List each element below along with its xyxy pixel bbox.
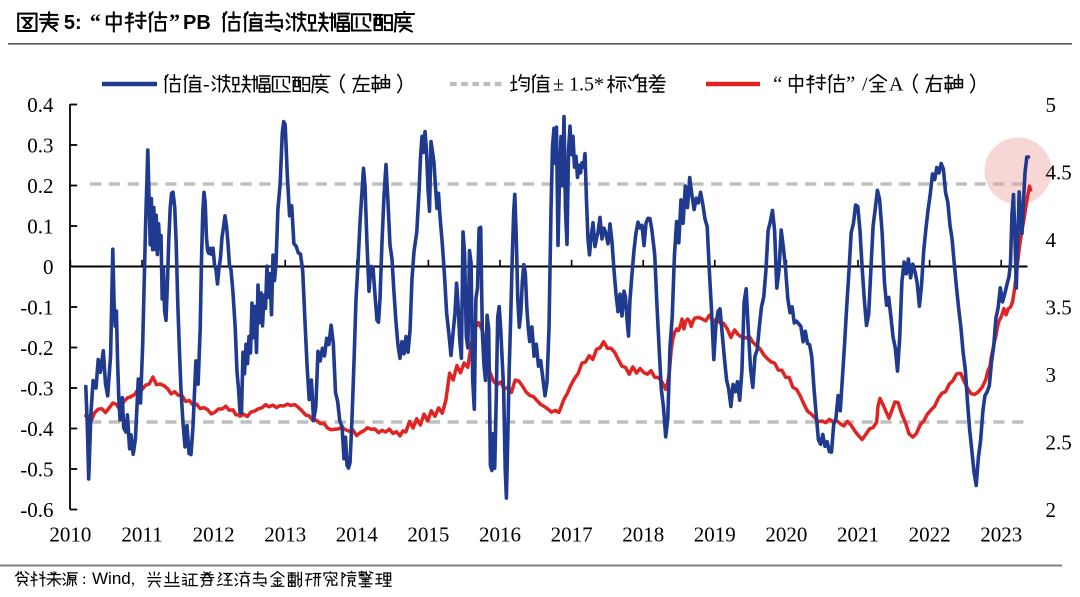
svg-text:2023: 2023 — [980, 523, 1022, 547]
svg-text:-0.5: -0.5 — [20, 457, 53, 481]
svg-text:,: , — [131, 571, 135, 588]
svg-text:5:: 5: — [64, 12, 82, 34]
svg-text:2010: 2010 — [49, 523, 91, 547]
svg-text:4: 4 — [1046, 228, 1057, 252]
svg-text:5: 5 — [1046, 93, 1057, 117]
svg-text:2011: 2011 — [121, 523, 162, 547]
svg-text:-: - — [203, 74, 210, 96]
svg-text:2020: 2020 — [765, 523, 807, 547]
svg-text:2012: 2012 — [193, 523, 235, 547]
svg-text:2013: 2013 — [264, 523, 306, 547]
svg-text:2016: 2016 — [479, 523, 521, 547]
svg-text:2017: 2017 — [551, 523, 593, 547]
svg-text:2022: 2022 — [909, 523, 951, 547]
svg-text:± 1.5*: ± 1.5* — [553, 74, 604, 96]
svg-text:-0.6: -0.6 — [20, 498, 53, 522]
svg-text:2: 2 — [1046, 498, 1057, 522]
svg-text:2019: 2019 — [694, 523, 736, 547]
svg-text:“: “ — [773, 72, 782, 96]
svg-text:A: A — [889, 74, 904, 96]
svg-text:0.4: 0.4 — [27, 93, 54, 117]
svg-text:0.2: 0.2 — [27, 174, 53, 198]
svg-text:0.3: 0.3 — [27, 133, 53, 157]
svg-text:0.1: 0.1 — [27, 214, 53, 238]
svg-text:-0.1: -0.1 — [20, 295, 53, 319]
svg-text:PB: PB — [183, 12, 211, 34]
svg-text:2.5: 2.5 — [1046, 430, 1072, 454]
svg-text:”: ” — [846, 72, 855, 96]
svg-text:3: 3 — [1046, 363, 1057, 387]
svg-text::: : — [82, 571, 86, 588]
svg-text:-0.2: -0.2 — [20, 336, 53, 360]
svg-text:”: ” — [169, 9, 180, 34]
svg-text:2018: 2018 — [622, 523, 664, 547]
svg-text:“: “ — [90, 9, 101, 34]
svg-text:/: / — [862, 74, 868, 96]
svg-text:4.5: 4.5 — [1046, 160, 1072, 184]
svg-text:-0.3: -0.3 — [20, 376, 53, 400]
svg-text:Wind: Wind — [92, 569, 131, 588]
svg-text:2014: 2014 — [336, 523, 379, 547]
svg-text:3.5: 3.5 — [1046, 295, 1072, 319]
svg-text:2015: 2015 — [407, 523, 449, 547]
svg-text:2021: 2021 — [837, 523, 879, 547]
svg-text:0: 0 — [43, 255, 54, 279]
svg-text:-0.4: -0.4 — [20, 417, 54, 441]
